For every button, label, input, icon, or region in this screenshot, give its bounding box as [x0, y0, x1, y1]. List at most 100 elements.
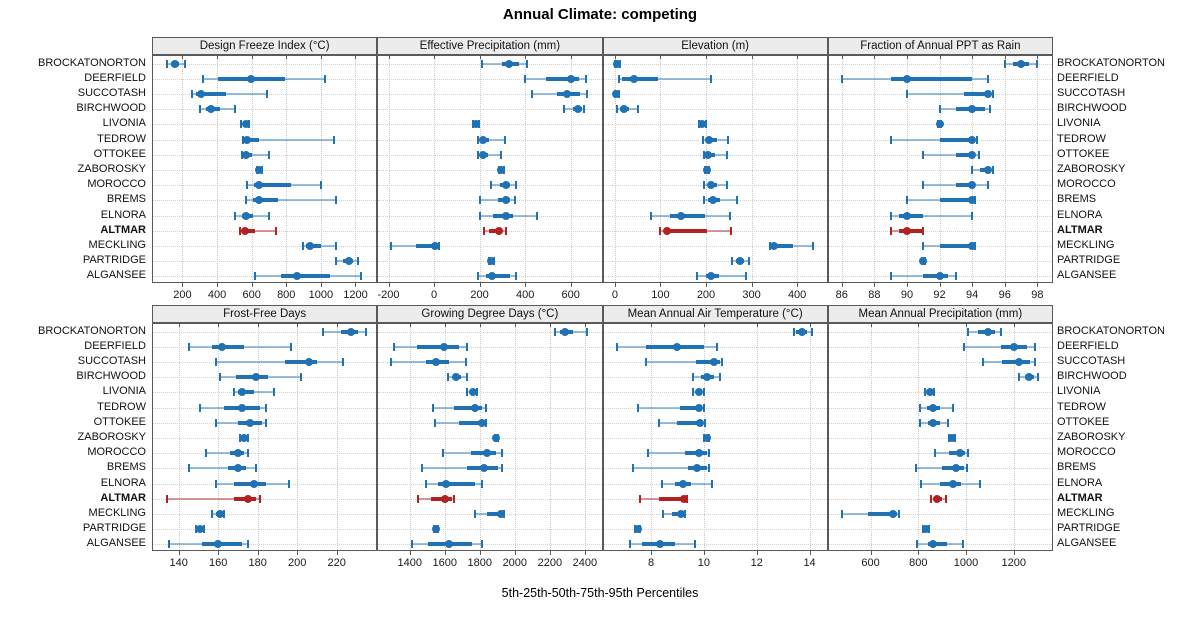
axis-tick-top [751, 56, 753, 59]
axis-tick-top [514, 324, 516, 327]
axis-tick-top [297, 324, 299, 327]
x-tick-label: 800 [909, 557, 928, 569]
gridline-horizontal [153, 215, 377, 217]
x-tick-label: 100 [651, 289, 670, 301]
whisker-cap-95th [476, 388, 479, 397]
axis-tick-bottom [870, 551, 872, 555]
median-dot [242, 135, 251, 144]
interquartile-bar-25th-75th [868, 512, 897, 516]
median-dot [480, 464, 489, 473]
whisker-cap-95th [267, 150, 270, 159]
gridline-horizontal [378, 170, 602, 171]
whisker-cap-5th [198, 105, 201, 114]
x-tick-label: 86 [835, 289, 848, 301]
panel-strip-title: Design Freeze Index (°C) [199, 40, 330, 52]
whisker-cap-5th [636, 403, 639, 412]
axis-tick-bottom [479, 551, 481, 555]
whisker-cap-5th [478, 196, 481, 205]
gridline-horizontal [378, 215, 602, 217]
row-label-right: BREMS [1057, 193, 1097, 206]
row-label-left: DEERFIELD [84, 339, 146, 352]
median-dot [694, 449, 703, 458]
median-dot [441, 494, 450, 503]
whisker-cap-5th [389, 358, 392, 366]
median-dot [706, 272, 715, 281]
gridline-horizontal [603, 346, 827, 348]
whisker-cap-95th [704, 418, 707, 427]
gridline-horizontal [603, 392, 827, 394]
whisker-cap-5th [562, 105, 565, 114]
axis-tick-top [444, 324, 446, 327]
whisker-cap-5th [692, 373, 695, 382]
x-tick-label: 1000 [308, 289, 334, 301]
gridline-horizontal [828, 514, 1052, 515]
gridline-horizontal [153, 544, 377, 546]
whisker-cap-95th [967, 449, 970, 458]
x-tick-label: 400 [787, 289, 807, 301]
panel-strip-title: Elevation (m) [681, 40, 749, 52]
whisker-cap-5th [524, 74, 527, 83]
median-dot [196, 525, 205, 534]
whisker-cap-5th [190, 90, 193, 98]
median-dot [663, 226, 672, 235]
whisker-cap-95th [203, 525, 206, 534]
axis-tick-bottom [549, 551, 551, 555]
x-tick-label: 200 [288, 557, 307, 569]
axis-tick-bottom [874, 283, 876, 287]
median-dot [707, 181, 716, 190]
whisker-cap-95th [708, 464, 711, 473]
whisker-cap-5th [233, 388, 235, 397]
row-label-left: SUCCOTASH [77, 87, 146, 99]
whisker-cap-5th [644, 358, 647, 366]
gridline-horizontal [378, 331, 602, 333]
whisker-cap-5th [411, 540, 414, 549]
gridline-horizontal [828, 407, 1052, 409]
median-dot [239, 434, 248, 442]
whisker-cap-95th [324, 74, 327, 83]
gridline-horizontal [828, 154, 1052, 156]
median-dot [305, 358, 314, 366]
gridline-horizontal [378, 407, 602, 409]
gridline-horizontal [828, 453, 1052, 455]
median-dot [693, 464, 702, 473]
gridline-horizontal [153, 261, 377, 263]
x-tick-label: 2000 [502, 557, 528, 569]
row-label-right: OTTOKEE [1057, 147, 1110, 160]
gridline-horizontal [828, 261, 1052, 263]
median-dot [694, 403, 703, 412]
x-tick-label: 1200 [343, 289, 368, 301]
whisker-cap-95th [729, 211, 732, 220]
x-tick-label: 1200 [1001, 557, 1027, 569]
whisker-cap-5th [920, 479, 923, 488]
panel-strip-title: Growing Degree Days (°C) [421, 308, 559, 320]
x-tick-label: 2400 [572, 557, 598, 569]
whisker-cap-5th [617, 74, 620, 83]
median-dot [241, 150, 250, 159]
median-dot [656, 540, 665, 549]
gridline-horizontal [603, 109, 827, 111]
row-label-left: ZABOROSKY [77, 163, 146, 175]
whisker-cap-5th [792, 327, 795, 336]
median-dot [676, 211, 685, 220]
interquartile-bar-25th-75th [254, 183, 292, 188]
gridline-horizontal [828, 422, 1052, 424]
median-dot [497, 166, 506, 174]
gridline-horizontal [603, 407, 827, 409]
gridline-horizontal [378, 200, 602, 202]
gridline-vertical [320, 56, 322, 282]
median-dot [445, 540, 454, 549]
interquartile-bar-25th-75th [890, 76, 973, 81]
whisker-cap-5th [889, 135, 892, 144]
row-label-left: MECKLING [88, 239, 146, 251]
whisker-5th-95th [890, 138, 978, 141]
whisker-5th-95th [422, 467, 502, 470]
gridline-horizontal [378, 154, 602, 156]
gridline-vertical [939, 56, 941, 282]
row-label-right: ALGANSEE [1057, 269, 1117, 282]
whisker-5th-95th [246, 199, 337, 202]
axis-tick-bottom [570, 283, 572, 287]
row-label-left: BIRCHWOOD [76, 102, 146, 115]
x-tick-label: 10 [697, 557, 711, 569]
row-label-right: PARTRIDGE [1057, 522, 1121, 535]
median-dot [243, 494, 252, 503]
